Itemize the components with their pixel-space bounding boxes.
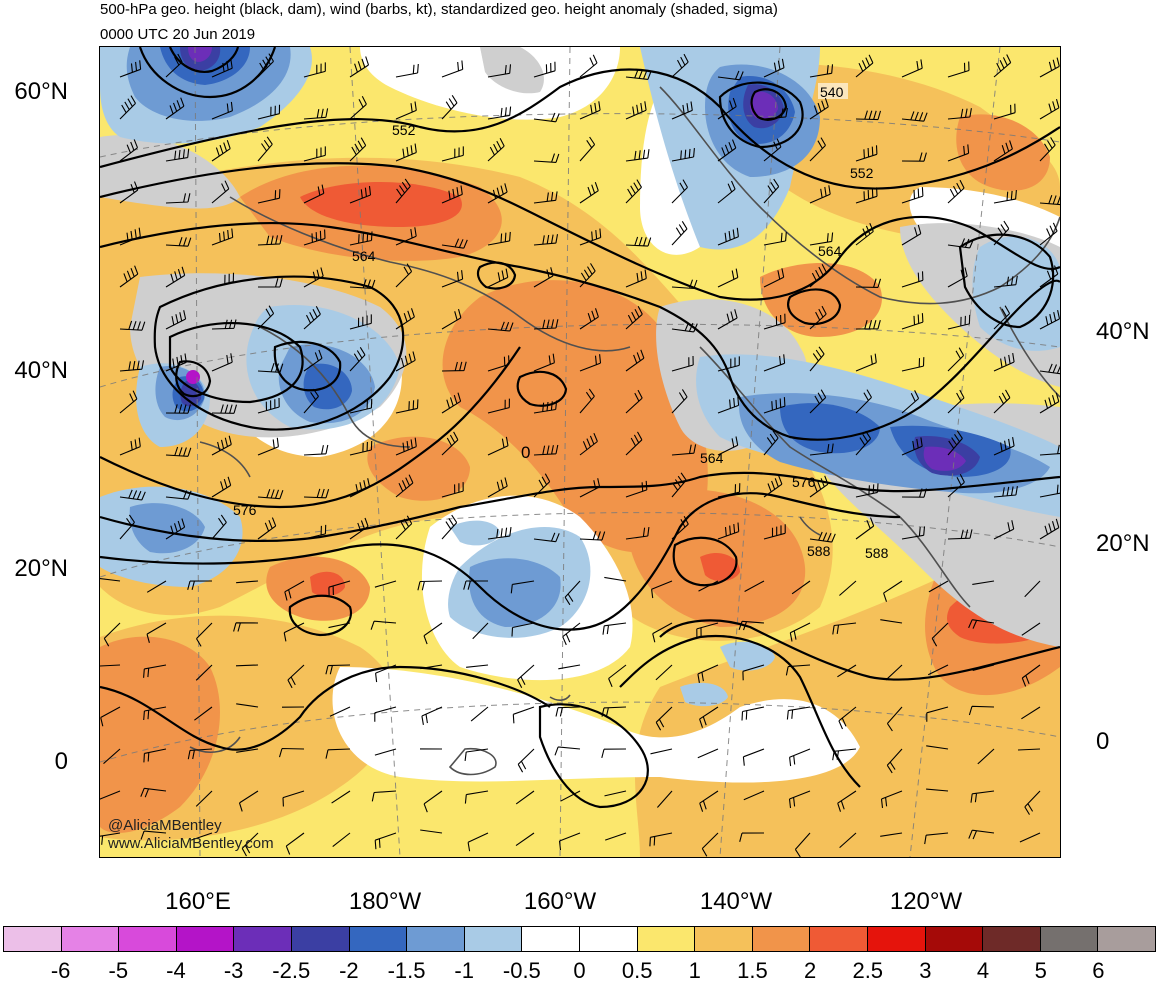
colorbar-swatch [234,927,292,951]
colorbar-swatch [580,927,638,951]
map-title: 500-hPa geo. height (black, dam), wind (… [100,1,778,18]
colorbar-swatch [350,927,408,951]
lon-label-160e: 160°E [138,888,258,916]
contour-label-0: 0 [521,443,530,462]
credit-website: www.AliciaMBentley.com [108,835,274,852]
colorbar-swatch [753,927,811,951]
colorbar-swatch [4,927,62,951]
colorbar-tick-label: -2.5 [272,958,310,984]
lat-label-0-right: 0 [1096,728,1109,756]
colorbar-swatch [465,927,523,951]
colorbar-tick-label: 6 [1092,958,1104,984]
lat-label-60n-left: 60°N [0,78,68,106]
credit-handle: @AliciaMBentley [108,817,222,834]
contour-label-564-south: 564 [700,450,724,466]
colorbar-tick-label: 0 [573,958,585,984]
contour-label-540: 540 [820,84,844,100]
colorbar-tick-label: -4 [166,958,186,984]
colorbar-tick-label: -3 [224,958,244,984]
lat-label-40n-right: 40°N [1096,318,1150,346]
colorbar-tick-label: 1.5 [737,958,768,984]
colorbar-tick-label: -2 [339,958,359,984]
colorbar-swatch [810,927,868,951]
colorbar-tick-label: -1.5 [388,958,426,984]
colorbar-tick-label: -5 [109,958,129,984]
colorbar-swatch [868,927,926,951]
lon-label-180w: 180°W [325,888,445,916]
colorbar-swatch [695,927,753,951]
colorbar-tick-label: 4 [977,958,989,984]
colorbar-tick-label: -0.5 [503,958,541,984]
lon-label-120w: 120°W [866,888,986,916]
lat-label-20n-right: 20°N [1096,530,1150,558]
lat-label-0-left: 0 [0,748,68,776]
anomaly-map: 540 552 552 564 564 564 576 576 588 588 … [100,47,1060,857]
colorbar-swatch [638,927,696,951]
colorbar-tick-label: 2 [804,958,816,984]
colorbar-swatch [177,927,235,951]
colorbar-swatch [926,927,984,951]
colorbar-tick-label: 1 [689,958,701,984]
colorbar-swatch [522,927,580,951]
contour-label-576-west: 576 [233,502,257,518]
map-valid-time: 0000 UTC 20 Jun 2019 [100,26,255,43]
colorbar-tick-label: -6 [51,958,71,984]
contour-label-588-east: 588 [865,545,889,561]
lon-label-160w: 160°W [500,888,620,916]
contour-label-564-west: 564 [352,248,376,264]
colorbar-swatch [119,927,177,951]
colorbar-tick-label: 3 [919,958,931,984]
colorbar-tick-label: 2.5 [852,958,883,984]
colorbar-swatch [292,927,350,951]
lon-label-140w: 140°W [676,888,796,916]
contour-label-552-west: 552 [392,122,416,138]
contour-label-564-north: 564 [818,243,842,259]
colorbar [3,926,1156,952]
colorbar-tick-label: 0.5 [622,958,653,984]
lat-label-40n-left: 40°N [0,357,68,385]
colorbar-swatch [1098,927,1155,951]
contour-label-588-west: 588 [807,543,831,559]
contour-label-552-east: 552 [850,165,874,181]
colorbar-swatch [407,927,465,951]
lat-label-20n-left: 20°N [0,555,68,583]
contour-label-576-east: 576 [792,474,816,490]
colorbar-tick-label: 5 [1035,958,1047,984]
colorbar-swatch [983,927,1041,951]
colorbar-labels: -6 -5 -4 -3 -2.5 -2 -1.5 -1 -0.5 0 0.5 1 1.5 2 2.5 3 4 5 6 [3,958,1156,982]
colorbar-swatch [1041,927,1099,951]
colorbar-tick-label: -1 [454,958,474,984]
colorbar-swatch [62,927,120,951]
